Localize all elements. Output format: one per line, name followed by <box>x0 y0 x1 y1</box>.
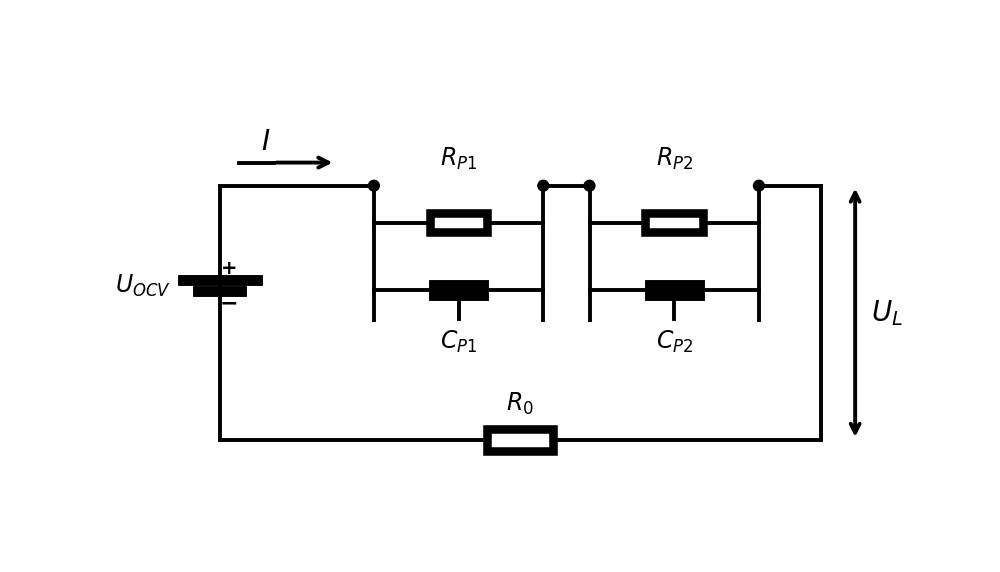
Text: +: + <box>221 259 237 278</box>
Text: $C_{P2}$: $C_{P2}$ <box>656 329 693 355</box>
Circle shape <box>369 180 379 191</box>
Text: $C_{P1}$: $C_{P1}$ <box>440 329 477 355</box>
Text: −: − <box>220 293 238 313</box>
Text: $R_{P1}$: $R_{P1}$ <box>440 146 477 172</box>
Text: $I$: $I$ <box>261 129 271 156</box>
Text: $R_0$: $R_0$ <box>506 391 534 418</box>
Text: $U_{OCV}$: $U_{OCV}$ <box>115 273 171 299</box>
Circle shape <box>538 180 549 191</box>
Circle shape <box>584 180 595 191</box>
Text: $R_{P2}$: $R_{P2}$ <box>656 146 693 172</box>
Bar <box>430 213 487 232</box>
Circle shape <box>754 180 764 191</box>
Bar <box>645 213 703 232</box>
Bar <box>487 429 553 451</box>
Text: $U_L$: $U_L$ <box>871 298 903 328</box>
